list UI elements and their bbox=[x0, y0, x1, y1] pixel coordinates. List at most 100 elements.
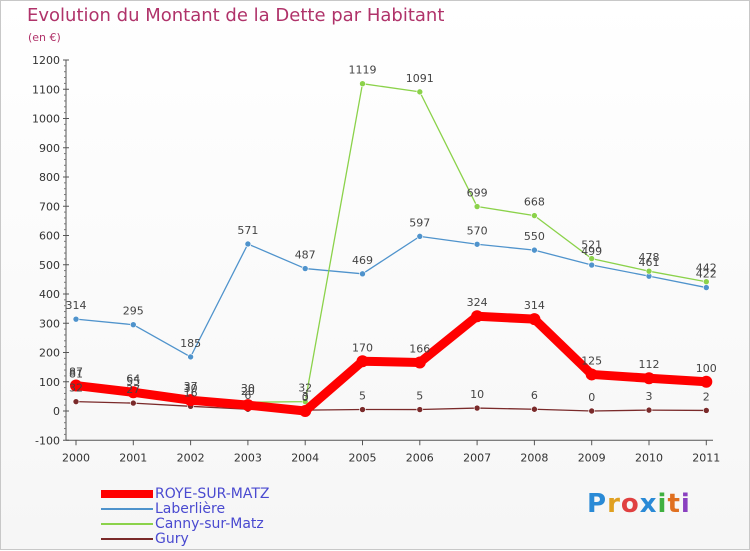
data-label: 422 bbox=[696, 268, 717, 281]
x-tick-label: 2004 bbox=[291, 451, 319, 464]
data-label: 112 bbox=[639, 358, 660, 371]
x-tick-label: 2002 bbox=[177, 451, 205, 464]
legend-label: Laberlière bbox=[155, 500, 226, 517]
x-tick-label: 2005 bbox=[349, 451, 377, 464]
data-point bbox=[413, 356, 426, 369]
data-point bbox=[585, 368, 598, 381]
y-tick-label: 300 bbox=[39, 317, 60, 330]
data-label: 5 bbox=[416, 390, 423, 403]
legend-label: Gury bbox=[155, 530, 189, 547]
data-label: 699 bbox=[467, 187, 488, 200]
data-point bbox=[359, 270, 366, 278]
legend-swatch bbox=[101, 507, 153, 510]
y-tick-label: 0 bbox=[53, 405, 60, 418]
data-point bbox=[473, 203, 481, 210]
data-point bbox=[702, 278, 710, 286]
data-label: 521 bbox=[581, 239, 602, 252]
y-tick-label: -100 bbox=[35, 434, 60, 447]
data-point bbox=[359, 80, 366, 87]
data-label: 5 bbox=[359, 390, 366, 403]
data-label: 16 bbox=[184, 386, 198, 399]
data-label: 81 bbox=[69, 367, 83, 380]
y-tick-label: 400 bbox=[39, 288, 60, 301]
x-tick-label: 2011 bbox=[692, 451, 720, 464]
data-label: 32 bbox=[298, 382, 312, 395]
data-point bbox=[301, 398, 309, 405]
data-point bbox=[643, 372, 655, 385]
chart-subtitle: (en €) bbox=[28, 31, 61, 44]
data-label: 324 bbox=[467, 296, 488, 309]
y-tick-label: 600 bbox=[39, 230, 60, 243]
data-point bbox=[127, 386, 140, 399]
data-label: 37 bbox=[184, 380, 198, 393]
x-tick-label: 2000 bbox=[62, 451, 90, 464]
data-point bbox=[299, 405, 312, 417]
data-point bbox=[241, 399, 254, 412]
data-point bbox=[588, 255, 596, 262]
series-line-3 bbox=[75, 400, 707, 412]
data-label: 170 bbox=[352, 341, 373, 354]
data-point bbox=[588, 407, 596, 415]
proxiti-logo: Proxiti bbox=[587, 489, 691, 519]
data-label: 1091 bbox=[406, 72, 434, 85]
data-point bbox=[528, 313, 541, 326]
series-line-0 bbox=[71, 311, 711, 416]
x-tick-label: 2008 bbox=[520, 451, 548, 464]
y-tick-label: 800 bbox=[39, 171, 60, 184]
data-point bbox=[702, 284, 710, 291]
data-label: 442 bbox=[696, 262, 717, 275]
data-point bbox=[416, 406, 424, 413]
data-label: 499 bbox=[581, 245, 602, 258]
y-tick-label: 100 bbox=[39, 376, 60, 389]
data-point bbox=[72, 398, 80, 405]
data-point bbox=[359, 406, 366, 413]
data-point bbox=[244, 240, 252, 248]
data-point bbox=[187, 353, 194, 361]
data-label: 32 bbox=[69, 382, 83, 395]
data-point bbox=[130, 321, 137, 329]
data-label: 314 bbox=[524, 299, 545, 312]
chart-title: Evolution du Montant de la Dette par Hab… bbox=[27, 5, 445, 26]
data-point bbox=[531, 405, 538, 413]
data-point bbox=[130, 399, 137, 407]
data-point bbox=[416, 88, 424, 96]
data-point bbox=[471, 310, 484, 323]
data-label: 295 bbox=[123, 305, 144, 318]
data-label: 10 bbox=[470, 388, 484, 401]
data-point bbox=[70, 379, 82, 392]
x-tick-label: 2006 bbox=[406, 451, 434, 464]
data-label: 125 bbox=[581, 354, 602, 367]
data-point bbox=[588, 261, 596, 269]
data-point bbox=[645, 267, 653, 275]
data-point bbox=[72, 315, 80, 323]
data-label: 570 bbox=[467, 224, 488, 237]
data-point bbox=[301, 265, 309, 272]
data-point bbox=[645, 406, 653, 414]
legend-swatch bbox=[101, 537, 153, 540]
series-line-1 bbox=[75, 235, 707, 358]
y-tick-label: 1000 bbox=[32, 113, 60, 126]
legend: ROYE-SUR-MATZ Laberlière Canny-sur-Matz Gur… bbox=[101, 485, 270, 547]
data-point bbox=[700, 375, 713, 388]
legend-item: Laberlière bbox=[101, 500, 270, 517]
data-point bbox=[473, 240, 481, 248]
data-label: 185 bbox=[180, 337, 201, 350]
legend-swatch bbox=[101, 489, 153, 498]
y-tick-label: 500 bbox=[39, 259, 60, 272]
legend-label: ROYE-SUR-MATZ bbox=[155, 485, 270, 502]
data-label: 2 bbox=[703, 390, 710, 403]
data-point bbox=[531, 246, 538, 254]
legend-swatch bbox=[101, 522, 153, 525]
data-label: 469 bbox=[352, 254, 373, 267]
data-label: 27 bbox=[126, 383, 140, 396]
x-tick-label: 2009 bbox=[578, 451, 606, 464]
legend-item: Gury bbox=[101, 530, 270, 547]
data-label: 314 bbox=[66, 299, 87, 312]
data-label: 487 bbox=[295, 249, 316, 262]
data-label: 87 bbox=[69, 366, 83, 379]
data-label: 6 bbox=[244, 389, 251, 402]
data-point bbox=[416, 233, 424, 240]
data-label: 6 bbox=[531, 389, 538, 402]
